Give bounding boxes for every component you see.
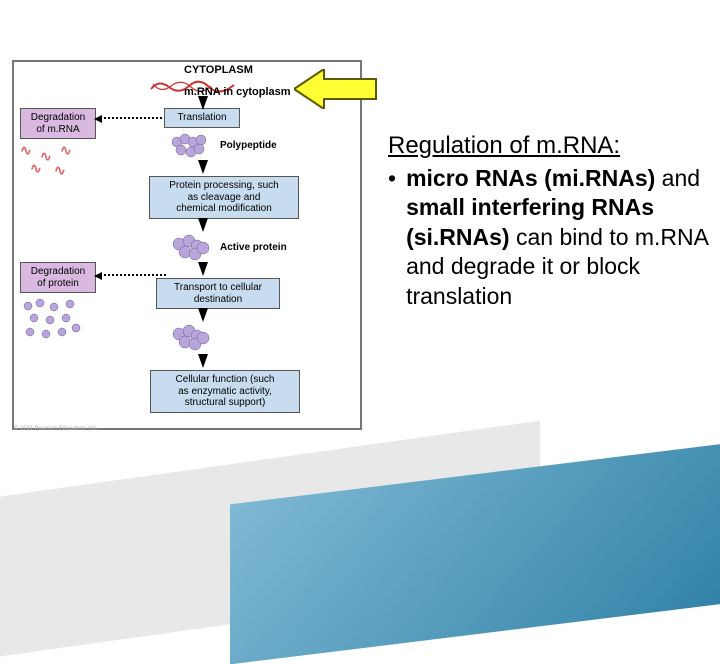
deg-protein-text: Degradationof protein <box>31 266 85 289</box>
arrow-icon <box>198 160 208 174</box>
deg-protein-box: Degradationof protein <box>20 262 96 293</box>
bullet-rest1: and <box>655 165 700 191</box>
text-bullet: • micro RNAs (mi.RNAs) and small interfe… <box>388 164 708 311</box>
deg-mrna-box: Degradationof m.RNA <box>20 108 96 139</box>
bullet-bold1: micro RNAs (mi.RNAs) <box>406 165 655 191</box>
arrow-icon <box>198 96 208 110</box>
protein-processing-box: Protein processing, suchas cleavage andc… <box>149 176 299 219</box>
active-protein-blob <box>169 234 213 262</box>
polypeptide-label: Polypeptide <box>220 140 277 151</box>
dotted-arrow-icon <box>100 274 166 276</box>
cell-function-box: Cellular function (suchas enzymatic acti… <box>150 370 300 413</box>
yellow-arrow-icon <box>294 69 378 109</box>
arrow-icon <box>198 218 208 232</box>
protein-processing-text: Protein processing, suchas cleavage andc… <box>169 180 279 214</box>
bullet-body: micro RNAs (mi.RNAs) and small interferi… <box>406 164 708 311</box>
transport-box: Transport to cellulardestination <box>156 278 280 309</box>
arrow-icon <box>198 354 208 368</box>
text-block: Regulation of m.RNA: • micro RNAs (mi.RN… <box>388 132 708 311</box>
dotted-arrow-icon <box>100 117 162 119</box>
dest-protein-blob <box>169 324 213 352</box>
polypeptide-blob <box>169 132 213 160</box>
arrow-icon <box>198 262 208 276</box>
arrow-icon <box>198 308 208 322</box>
deg-mrna-text: Degradationof m.RNA <box>31 112 85 135</box>
protein-fragments <box>20 298 90 342</box>
cytoplasm-label: CYTOPLASM <box>184 64 253 76</box>
bullet-dot: • <box>388 164 396 311</box>
active-protein-label: Active protein <box>220 242 287 253</box>
transport-text: Transport to cellulardestination <box>174 282 262 305</box>
copyright-text: © 2011 Pearson Education, Inc. <box>14 426 98 432</box>
diagram-frame: CYTOPLASM m.RNA in cytoplasm Translation… <box>12 60 362 430</box>
text-title: Regulation of m.RNA: <box>388 132 708 160</box>
cell-function-text: Cellular function (suchas enzymatic acti… <box>176 374 275 408</box>
translation-box: Translation <box>164 108 240 128</box>
mrna-fragments: ∿∿ ∿∿ ∿ <box>20 142 90 182</box>
